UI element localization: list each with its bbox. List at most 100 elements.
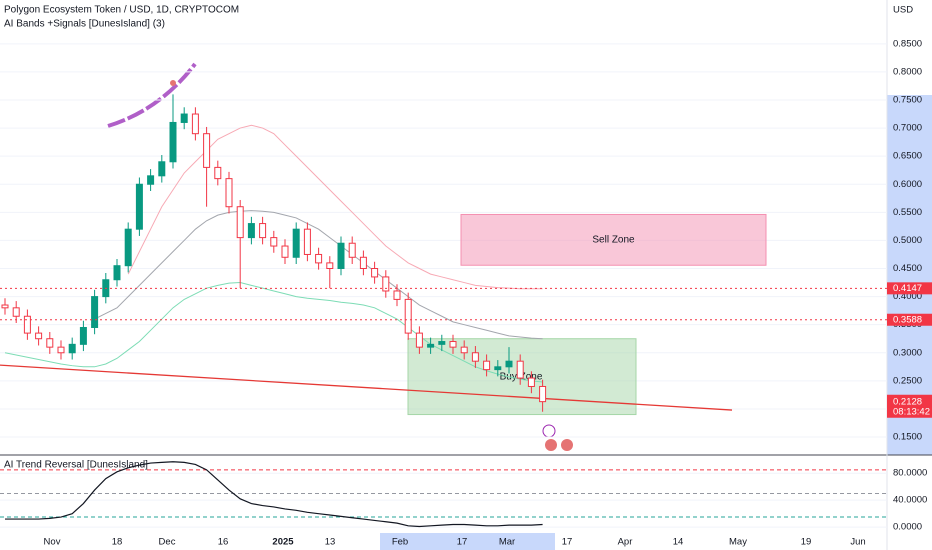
price-label-box [887,282,932,295]
y-tick-label: 0.2500 [893,375,922,386]
y-tick-label: 0.7500 [893,95,922,106]
x-tick-label: 19 [801,537,812,548]
candle-body [191,113,199,135]
y-tick-label: 0.4500 [893,263,922,274]
y-tick-label: 0.5000 [893,235,922,246]
countdown: 08:13:42 [893,406,930,417]
event-icon [561,439,573,451]
x-tick-label: 2025 [272,537,294,548]
candle-body [326,262,334,270]
signal-arc [107,62,197,128]
band-line [4,282,543,383]
x-tick-label: 16 [218,537,229,548]
candle-body [348,242,356,258]
y-tick-label: 80.0000 [893,468,927,479]
x-tick-label: Apr [618,537,633,548]
y-tick-label: 40.0000 [893,495,927,506]
y-tick-label: 0.6500 [893,151,922,162]
candle-body [23,315,31,334]
sub-title: AI Trend Reversal [DunesIsland] [4,460,148,471]
signal-dot [170,80,176,86]
candle-body [505,360,513,368]
event-icon [545,439,557,451]
band-line [94,210,543,340]
candle-body [147,175,155,185]
candle-body [483,360,491,371]
candle-body [427,343,435,348]
x-tick-label: 13 [325,537,336,548]
x-tick-label: Nov [44,537,61,548]
candle-body [371,268,379,278]
price-label: 0.3588 [893,314,922,325]
candle-body [494,366,502,371]
candle-body [135,183,143,230]
candle-body [404,298,412,334]
y-tick-label: 0.5500 [893,207,922,218]
y-tick-label: 0.8000 [893,66,922,77]
candle-body [35,332,43,340]
x-tick-label: Mar [499,537,515,548]
candle-body [382,276,390,292]
candle-body [359,256,367,270]
y-tick-label: 0.0000 [893,522,922,533]
candle-body [124,228,132,267]
y-tick-label: 0.4000 [893,291,922,302]
x-tick-label: Feb [392,537,408,548]
trend-line [0,364,733,411]
candle-body [303,228,311,255]
candle-body [214,166,222,180]
chart-title: Polygon Ecosystem Token / USD, 1D, CRYPT… [4,5,239,16]
candle-body [113,265,121,281]
candle-body [292,228,300,258]
plot: 0.15000.20000.25000.30000.35000.40000.45… [0,38,932,548]
price-label-box [887,313,932,326]
candle-body [449,341,457,348]
x-tick-label: 17 [562,537,573,548]
candle-body [516,360,524,379]
last-price-box [887,394,932,418]
candle-body [460,346,468,354]
x-tick-label: Dec [159,537,176,548]
candle-body [415,332,423,348]
y-tick-label: 0.1500 [893,432,922,443]
candle-body [158,161,166,177]
x-tick-label: 14 [673,537,684,548]
price-label: 0.4147 [893,283,922,294]
y-tick-label: 0.8500 [893,38,922,49]
candle-body [259,223,267,239]
candle-body [46,338,54,348]
signal-icon [542,424,556,438]
candle-body [281,245,289,258]
candle-body [539,385,547,403]
candle-body [12,307,20,317]
x-tick-label: May [729,537,747,548]
oscillator-line [5,461,543,528]
candle-body [236,206,244,239]
candle-body [471,352,479,362]
zone [460,213,767,266]
axis-highlight [380,533,555,550]
y-tick-label: 0.3000 [893,347,922,358]
candle-body [393,290,401,300]
x-tick-label: 18 [112,537,123,548]
candle-body [247,223,255,239]
candle-body [270,237,278,247]
y-tick-label: 0.6000 [893,179,922,190]
candle-body [527,377,535,387]
y-tick-label: 0.7000 [893,123,922,134]
candle-body [79,326,87,345]
candle-body [337,242,345,270]
candle-body [91,296,99,328]
candle-body [180,113,188,123]
currency: USD [893,5,913,16]
band-line [127,124,543,290]
last-price: 0.2128 [893,396,922,407]
candle-body [1,304,9,309]
candle-body [203,133,211,168]
candle-body [315,253,323,264]
x-tick-label: 17 [457,537,468,548]
zone-label: Sell Zone [592,234,635,245]
candle-body [57,346,65,354]
x-tick-label: Jun [850,537,865,548]
